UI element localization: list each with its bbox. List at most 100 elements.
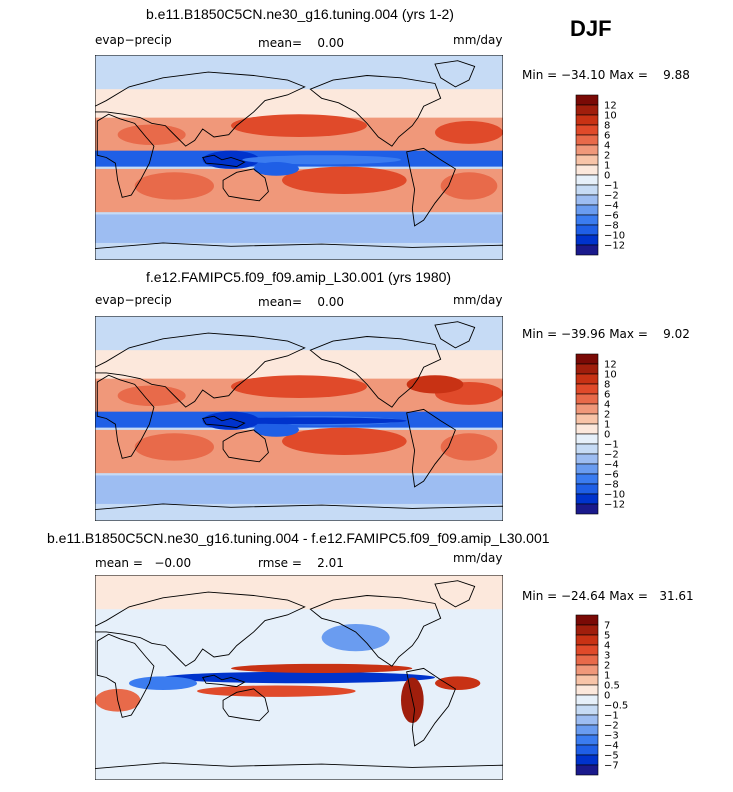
colorbar-tick-label: 3 — [604, 651, 610, 662]
colorbar-swatch — [575, 473, 599, 485]
colorbar-swatch — [575, 214, 599, 226]
south-pacific-high — [282, 166, 407, 194]
colorbar-tick-label: −10 — [604, 231, 625, 242]
south-atlantic-high — [440, 172, 498, 200]
colorbar-tick-label: −7 — [604, 761, 619, 772]
colorbar-swatch — [575, 393, 599, 405]
southern-ocean — [95, 214, 503, 243]
colorbar-tick-label: 10 — [604, 370, 617, 381]
colorbar-swatch — [575, 164, 599, 176]
colorbar-swatch — [575, 694, 599, 706]
coastline — [97, 114, 154, 197]
colorbar-tick-label: −12 — [604, 241, 625, 252]
spcz — [253, 423, 299, 437]
colorbar-swatch — [575, 104, 599, 116]
southern-ocean — [95, 475, 503, 504]
colorbar-swatch — [575, 383, 599, 395]
colorbar-tick-label: 1 — [604, 161, 610, 172]
spcz-bias — [197, 685, 356, 697]
colorbar-swatch — [575, 403, 599, 415]
colorbar-swatch — [575, 184, 599, 196]
coastline — [435, 61, 475, 87]
north-pacific-bias — [321, 623, 390, 652]
colorbar-swatch — [575, 244, 599, 256]
colorbar-tick-label: 8 — [604, 380, 610, 391]
arctic-diff — [95, 575, 503, 610]
colorbar-swatch — [575, 174, 599, 186]
panel-1-units-label: mm/day — [453, 33, 503, 47]
coastline — [97, 634, 154, 717]
season-label: DJF — [570, 16, 612, 41]
south-pacific-high — [282, 427, 407, 455]
colorbar-swatch — [575, 634, 599, 646]
colorbar-tick-label: 6 — [604, 390, 610, 401]
spcz — [253, 162, 299, 176]
colorbar-swatch — [575, 453, 599, 465]
coastline — [95, 243, 503, 260]
south-indian-high — [134, 172, 214, 200]
colorbar-swatch — [575, 463, 599, 475]
panel-2-mean-label: mean= 0.00 — [258, 295, 345, 309]
colorbar-swatch — [575, 734, 599, 746]
colorbar-tick-label: −2 — [604, 450, 619, 461]
south-atlantic-high — [440, 433, 498, 461]
colorbar-swatch — [575, 644, 599, 656]
atlantic-bias — [435, 676, 481, 691]
colorbar-tick-label: 10 — [604, 111, 617, 122]
colorbar-swatch — [575, 373, 599, 385]
panel-1-minmax: Min = −34.10 Max = 9.88 — [522, 68, 690, 82]
coastline — [203, 675, 245, 686]
colorbar-tick-label: 4 — [604, 641, 610, 652]
coastline — [95, 504, 503, 521]
panel-2-minmax: Min = −39.96 Max = 9.02 — [522, 327, 690, 341]
subtropical-high-pacific — [231, 114, 367, 137]
colorbar-tick-label: 1 — [604, 671, 610, 682]
colorbar-swatch — [575, 754, 599, 766]
subtropical-high-indian — [117, 124, 186, 145]
colorbar-tick-label: 1 — [604, 420, 610, 431]
colorbar-tick-label: 2 — [604, 151, 610, 162]
colorbar-swatch — [575, 423, 599, 435]
panel-3-title: b.e11.B1850C5CN.ne30_g16.tuning.004 - f.… — [47, 530, 550, 546]
colorbar-swatch — [575, 654, 599, 666]
panel-3-mean-label: mean = −0.00 — [95, 556, 192, 570]
colorbar-swatch — [575, 664, 599, 676]
colorbar-tick-label: 0.5 — [604, 681, 620, 692]
colorbar-tick-label: −4 — [604, 460, 619, 471]
coastline — [97, 375, 154, 458]
field-layer — [95, 316, 503, 521]
colorbar-tick-label: 4 — [604, 141, 610, 152]
colorbar-swatch — [575, 353, 599, 365]
colorbar-swatch — [575, 144, 599, 156]
coastline — [95, 72, 305, 146]
field-layer — [95, 575, 503, 780]
colorbar-tick-label: 2 — [604, 661, 610, 672]
panel-2-variable-label: evap−precip — [95, 293, 172, 307]
colorbar-swatch — [575, 724, 599, 736]
atlantic-high-2 — [406, 375, 464, 394]
colorbar-swatch — [575, 674, 599, 686]
coastline — [407, 148, 456, 225]
colorbar-swatch — [575, 413, 599, 425]
colorbar-swatch — [575, 704, 599, 716]
colorbar-tick-label: −6 — [604, 211, 619, 222]
colorbar-swatch — [575, 443, 599, 455]
colorbar-swatch — [575, 624, 599, 636]
colorbar-tick-label: −6 — [604, 470, 619, 481]
panel-3-map — [95, 575, 503, 780]
coastline — [95, 763, 503, 780]
panel-2-units-label: mm/day — [453, 293, 503, 307]
coastlines — [95, 581, 503, 780]
panel-1-title: b.e11.B1850C5CN.ne30_g16.tuning.004 (yrs… — [146, 6, 454, 22]
panel-3-units-label: mm/day — [453, 551, 503, 565]
colorbar-tick-label: −2 — [604, 721, 619, 732]
colorbar-tick-label: −1 — [604, 711, 619, 722]
colorbar-tick-label: 0 — [604, 171, 610, 182]
colorbar-tick-label: 7 — [604, 621, 610, 632]
colorbar-swatch — [575, 614, 599, 626]
colorbar-tick-label: 8 — [604, 121, 610, 132]
panel-2-map — [95, 316, 503, 521]
colorbar-swatch — [575, 433, 599, 445]
